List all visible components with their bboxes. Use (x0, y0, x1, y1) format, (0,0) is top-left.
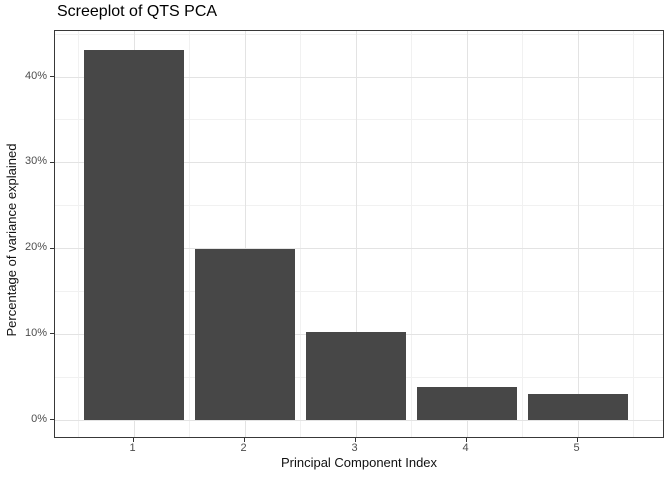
plot-panel (54, 30, 664, 438)
gridline-minor-horizontal (55, 290, 663, 292)
y-tick-mark (50, 333, 54, 335)
y-tick-mark (50, 76, 54, 77)
x-tick-mark (465, 438, 467, 442)
x-tick-mark (243, 438, 245, 442)
gridline-major-horizontal (55, 419, 663, 421)
gridline-major-vertical (244, 31, 246, 437)
gridline-minor-horizontal (55, 119, 663, 121)
x-tick-mark (132, 438, 134, 442)
x-tick-label: 3 (351, 442, 358, 454)
y-tick-label: 10% (24, 326, 47, 339)
y-tick-label: 40% (24, 69, 47, 82)
bar-pc1 (83, 49, 184, 420)
gridline-minor-vertical (633, 31, 634, 437)
bar-pc3 (305, 331, 406, 420)
y-tick-label: 30% (24, 155, 47, 168)
x-axis-title: Principal Component Index (280, 455, 438, 470)
gridline-major-vertical (355, 31, 357, 437)
chart-title: Screeplot of QTS PCA (57, 3, 218, 20)
y-tick-mark (50, 419, 54, 420)
y-axis-title: Percentage of variance explained (4, 143, 19, 337)
x-tick-label: 1 (129, 442, 136, 454)
bar-pc2 (194, 248, 295, 420)
gridline-minor-horizontal (55, 205, 663, 207)
x-tick-mark (354, 438, 356, 442)
gridline-minor-vertical (522, 31, 523, 437)
y-tick-label: 0% (31, 412, 47, 425)
gridline-major-horizontal (55, 76, 663, 78)
gridline-minor-vertical (78, 31, 79, 437)
x-tick-label: 4 (462, 442, 469, 454)
gridline-major-horizontal (55, 248, 663, 249)
gridline-minor-horizontal (55, 33, 663, 35)
gridline-major-horizontal (55, 162, 663, 164)
bar-pc5 (527, 394, 628, 420)
bar-pc4 (416, 386, 517, 420)
x-tick-label: 2 (240, 442, 247, 454)
y-tick-mark (50, 247, 54, 249)
x-tick-mark (576, 438, 578, 442)
x-tick-label: 5 (573, 442, 580, 454)
gridline-major-vertical (466, 31, 468, 437)
gridline-minor-vertical (189, 31, 190, 437)
gridline-minor-vertical (300, 31, 301, 437)
y-tick-mark (50, 161, 54, 163)
gridline-minor-vertical (411, 31, 412, 437)
y-tick-label: 20% (24, 241, 47, 253)
gridline-major-vertical (577, 31, 579, 437)
